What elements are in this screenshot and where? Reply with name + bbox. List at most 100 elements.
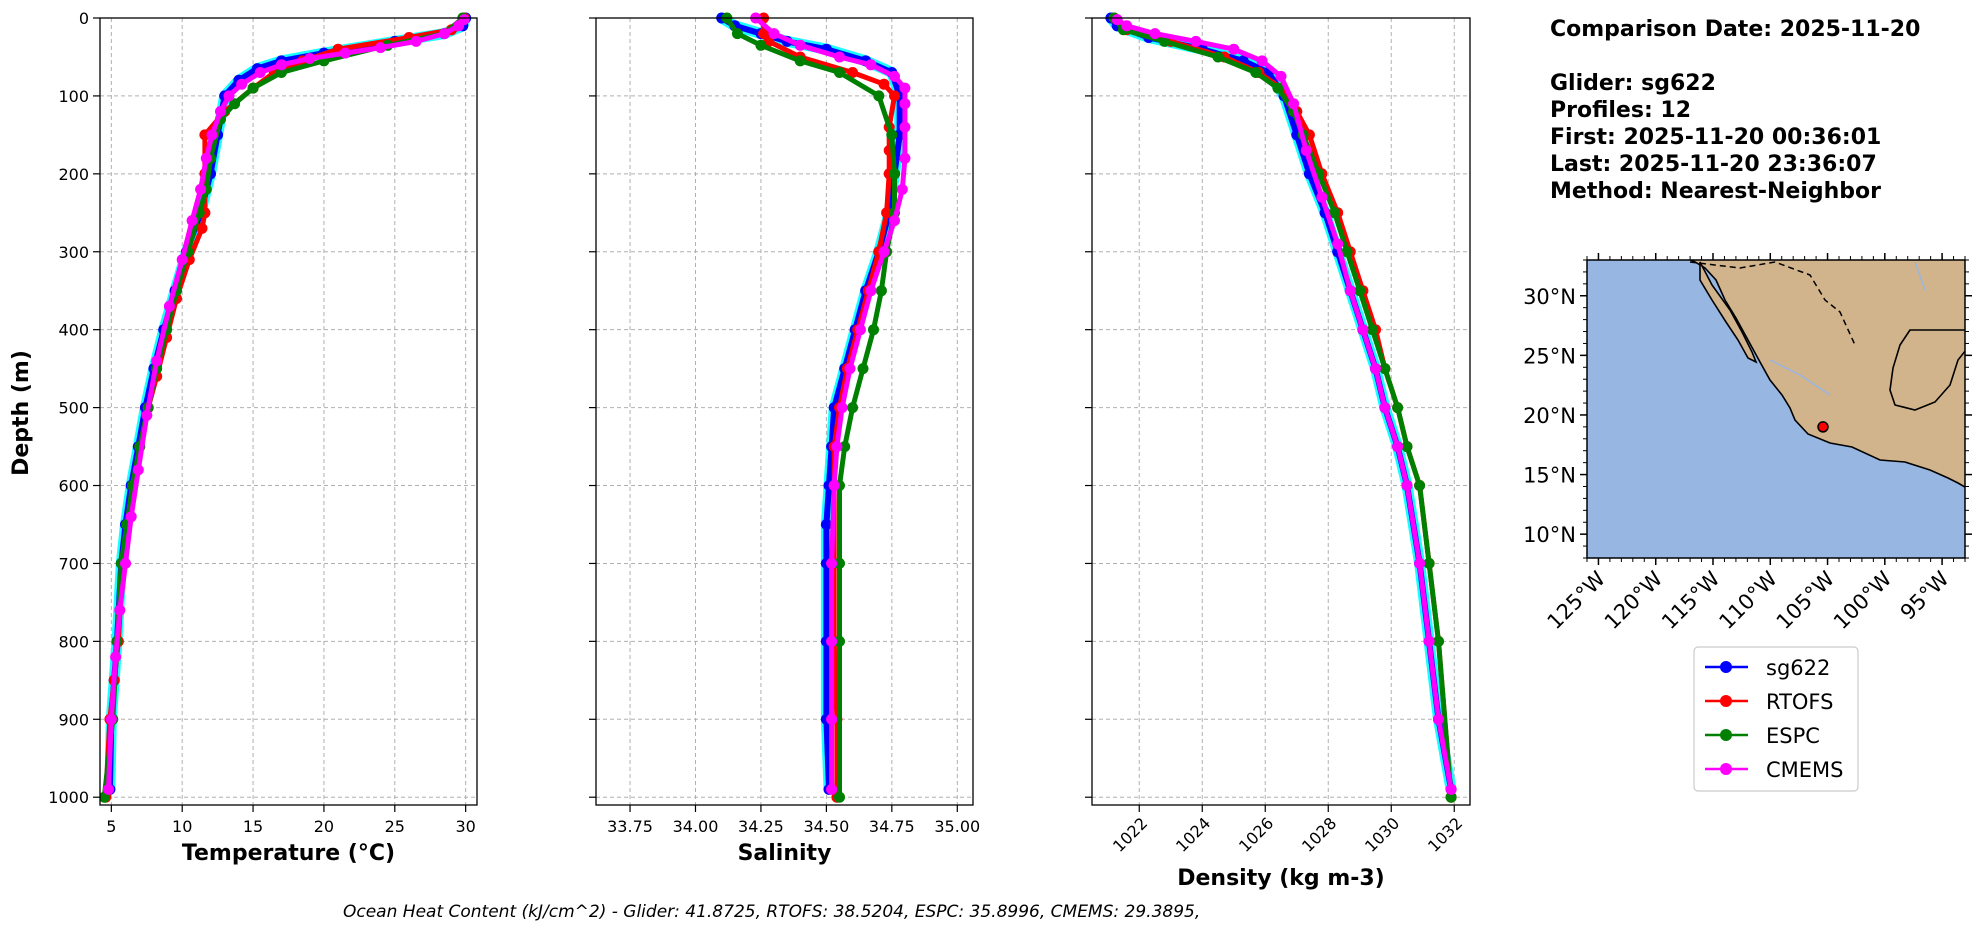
x-tick-label: 1022 bbox=[1109, 814, 1151, 856]
panel-3: 1022 1024 1026 1028 1030 1032 Density (kg m-3) bbox=[1085, 12, 1471, 891]
legend: sg622 RTOFS ESPC CMEMS bbox=[1693, 646, 1859, 792]
profile-panels: 5 10 15 20 25 3001002003004005006007008009001… bbox=[9, 9, 1471, 891]
espc-point bbox=[857, 363, 869, 375]
cmems-point bbox=[103, 783, 114, 795]
cmems-point bbox=[1445, 783, 1457, 795]
cmems-point bbox=[141, 409, 153, 421]
espc-point bbox=[1329, 207, 1341, 219]
espc-point bbox=[834, 557, 845, 569]
rtofs-point bbox=[758, 28, 770, 40]
panel-frame bbox=[99, 17, 478, 806]
panel-series bbox=[716, 12, 911, 803]
sg622-line bbox=[718, 15, 903, 793]
espc-point bbox=[1250, 67, 1262, 78]
espc-point bbox=[1158, 35, 1170, 47]
cmems-point bbox=[176, 254, 188, 266]
espc-point bbox=[1354, 285, 1366, 297]
x-axis-label: Density (kg m-3) bbox=[1177, 866, 1385, 891]
cmems-point bbox=[844, 363, 856, 375]
cmems-point bbox=[1256, 55, 1268, 67]
cmems-point bbox=[826, 713, 838, 725]
cmems-point bbox=[1344, 285, 1356, 297]
method: Method: Nearest-Neighbor bbox=[1550, 179, 1881, 204]
x-tick-label: 1030 bbox=[1361, 814, 1403, 856]
x-axis-label: Temperature (°C) bbox=[182, 841, 395, 866]
map-border bbox=[1689, 261, 1856, 346]
cmems-point bbox=[1111, 14, 1123, 26]
panel-frame bbox=[595, 17, 974, 806]
cmems-point bbox=[768, 28, 780, 40]
cmems-point bbox=[339, 47, 351, 59]
cmems-point bbox=[110, 651, 122, 663]
rtofs-point bbox=[878, 78, 890, 90]
cmems-point bbox=[1190, 35, 1202, 47]
x-tick-label: 35.00 bbox=[934, 817, 980, 836]
x-tick-label: 5 bbox=[106, 817, 116, 836]
x-tick-label: 1026 bbox=[1235, 814, 1277, 856]
cmems-point bbox=[410, 35, 422, 47]
cmems-point bbox=[375, 42, 387, 54]
espc-point bbox=[847, 402, 859, 414]
cmems-point bbox=[1316, 191, 1328, 203]
y-tick-label: 900 bbox=[58, 710, 89, 729]
panel-1: 5 10 15 20 25 3001002003004005006007008009001… bbox=[9, 9, 478, 866]
espc-point bbox=[1433, 635, 1444, 647]
panel-series bbox=[100, 12, 472, 803]
cmems-point bbox=[1423, 635, 1435, 647]
cmems-point bbox=[195, 183, 207, 195]
x-tick-label: 34.25 bbox=[738, 817, 784, 836]
y-tick-label: 300 bbox=[58, 243, 89, 262]
map-lon-label: 105°W bbox=[1772, 566, 1840, 634]
cmems-point bbox=[1433, 713, 1444, 725]
cmems-point bbox=[275, 59, 287, 71]
legend-marker-sg622 bbox=[1720, 661, 1732, 673]
cmems-point bbox=[826, 557, 838, 569]
map-lat-label: 25°N bbox=[1523, 344, 1576, 368]
map-lon-label: 120°W bbox=[1600, 566, 1668, 634]
cmems-point bbox=[125, 511, 137, 523]
cmems-point bbox=[865, 285, 877, 297]
legend-label-rtofs: RTOFS bbox=[1766, 690, 1833, 714]
cmems-point bbox=[163, 300, 175, 312]
cmems-point bbox=[794, 39, 806, 51]
map-lon-label: 95°W bbox=[1896, 566, 1954, 624]
espc-point bbox=[834, 67, 845, 78]
cmems-point bbox=[865, 59, 877, 71]
map-lat-label: 15°N bbox=[1523, 464, 1576, 488]
cmems-point bbox=[1121, 20, 1133, 32]
cmems-point bbox=[223, 90, 235, 102]
espc-point bbox=[275, 67, 287, 78]
cmems-point bbox=[878, 246, 890, 258]
sg622-spread-band bbox=[104, 12, 472, 795]
cmems-point bbox=[1414, 557, 1426, 569]
cmems-point bbox=[186, 215, 198, 227]
rtofs-point bbox=[881, 207, 893, 219]
glider-name: Glider: sg622 bbox=[1550, 71, 1716, 96]
rtofs-point bbox=[196, 222, 208, 234]
espc-point bbox=[1423, 557, 1435, 569]
y-tick-label: 0 bbox=[79, 9, 89, 28]
legend-frame bbox=[1693, 646, 1859, 792]
espc-line bbox=[1111, 15, 1454, 800]
cmems-line bbox=[106, 17, 467, 792]
y-tick-label: 500 bbox=[58, 399, 89, 418]
x-tick-label: 1032 bbox=[1424, 814, 1466, 856]
cmems-point bbox=[1332, 238, 1344, 250]
cmems-point bbox=[854, 324, 866, 336]
espc-point bbox=[1341, 246, 1353, 258]
legend-marker-rtofs bbox=[1720, 695, 1732, 707]
map-lon-label: 110°W bbox=[1714, 566, 1782, 634]
legend-marker-espc bbox=[1720, 729, 1732, 741]
cmems-point bbox=[453, 20, 465, 32]
rtofs-point bbox=[889, 90, 900, 102]
espc-point bbox=[834, 635, 845, 647]
map-river bbox=[1769, 261, 1926, 396]
cmems-point bbox=[438, 28, 450, 40]
cmems-point bbox=[889, 215, 900, 227]
location-map: 30°N 25°N 20°N 15°N 10°N 125°W120°W115°W110°W… bbox=[1523, 253, 1972, 634]
x-tick-label: 15 bbox=[243, 817, 263, 836]
cmems-point bbox=[1228, 43, 1240, 55]
y-tick-label: 200 bbox=[58, 165, 89, 184]
cmems-point bbox=[1392, 441, 1404, 453]
espc-point bbox=[229, 98, 241, 110]
